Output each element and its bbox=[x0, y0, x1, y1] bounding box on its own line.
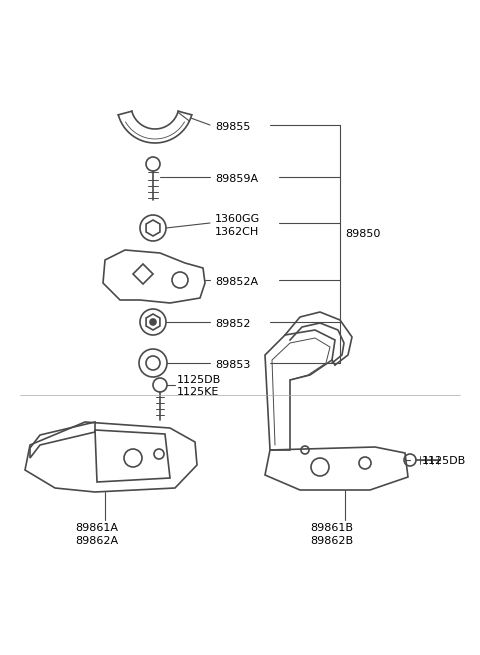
Circle shape bbox=[150, 319, 156, 325]
Text: 1125DB: 1125DB bbox=[422, 456, 466, 466]
Text: 89861A: 89861A bbox=[75, 523, 118, 533]
Text: 1125DB: 1125DB bbox=[177, 375, 221, 385]
Text: 1125KE: 1125KE bbox=[177, 387, 219, 397]
Text: 89855: 89855 bbox=[215, 122, 251, 132]
Text: 89852A: 89852A bbox=[215, 277, 258, 287]
Text: 1362CH: 1362CH bbox=[215, 227, 259, 237]
Text: 89862A: 89862A bbox=[75, 536, 118, 546]
Text: 89859A: 89859A bbox=[215, 174, 258, 184]
Text: 89853: 89853 bbox=[215, 360, 251, 370]
Text: 1360GG: 1360GG bbox=[215, 214, 260, 224]
Text: 89861B: 89861B bbox=[310, 523, 353, 533]
Text: 89862B: 89862B bbox=[310, 536, 353, 546]
Text: 89852: 89852 bbox=[215, 319, 251, 329]
Text: 89850: 89850 bbox=[345, 229, 380, 239]
